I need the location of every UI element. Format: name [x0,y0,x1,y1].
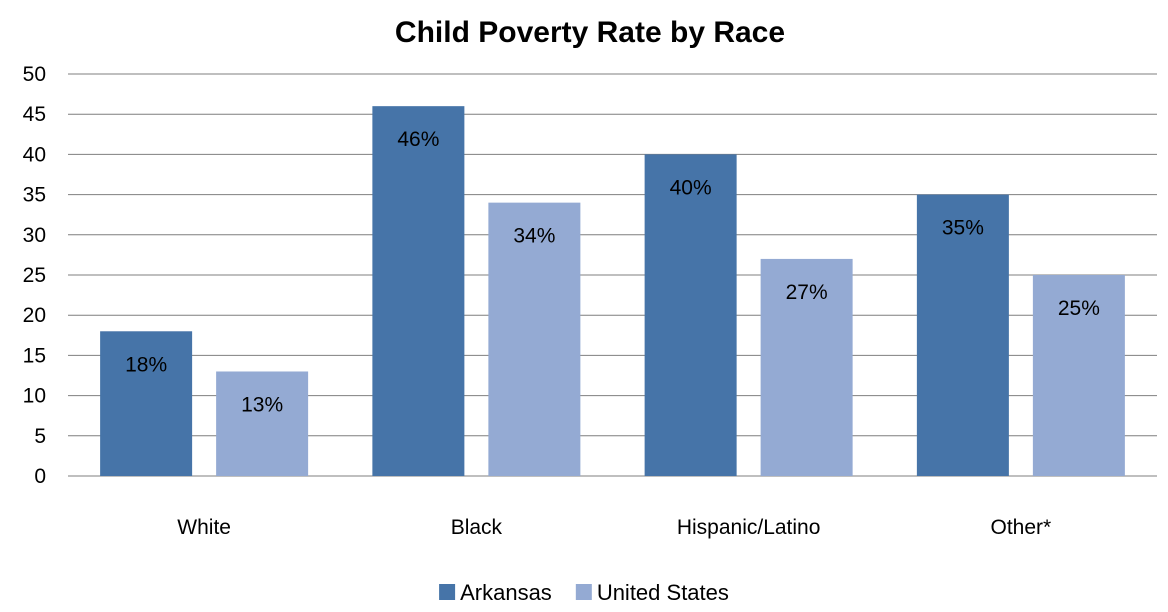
x-category-label: Black [451,516,503,539]
legend: Arkansas United States [439,580,729,605]
y-tick-label: 20 [23,304,46,327]
y-tick-label: 5 [34,425,46,448]
y-tick-label: 40 [23,143,46,166]
y-tick-label: 45 [23,103,46,126]
data-label: 13% [241,393,283,416]
data-label: 46% [397,128,439,151]
bar-united-states-hispanic-latino [760,258,853,476]
data-labels: 18% 13% 46% 34% 40% 27% 35% 25% [125,128,1100,416]
legend-item: United States [575,580,729,605]
legend-item: Arkansas [439,580,552,605]
x-category-label: White [177,516,231,539]
data-label: 35% [942,217,984,240]
y-tick-label: 10 [23,385,46,408]
legend-swatch [575,584,592,600]
x-category-label: Other* [991,516,1052,539]
bar-arkansas-white [100,331,193,476]
y-tick-label: 0 [34,465,46,488]
legend-label: Arkansas [460,580,552,605]
y-tick-label: 35 [23,184,46,207]
x-category-label: Hispanic/Latino [677,516,821,539]
bar-united-states-black [488,202,581,476]
legend-label: United States [597,580,729,605]
y-tick-label: 15 [23,344,46,367]
x-axis-categories: White Black Hispanic/Latino Other* [177,516,1051,539]
y-axis-ticks: 0 5 10 15 20 25 30 35 40 45 50 [23,63,46,488]
bars [100,106,1125,476]
y-tick-label: 25 [23,264,46,287]
y-tick-label: 30 [23,224,46,247]
data-label: 18% [125,353,167,376]
data-label: 25% [1058,297,1100,320]
bar-united-states-white [216,371,309,476]
data-label: 34% [513,225,555,248]
data-label: 27% [786,281,828,304]
bar-united-states-other- [1032,275,1125,476]
bar-arkansas-black [372,106,465,476]
bar-arkansas-hispanic-latino [644,154,737,476]
chart-title: Child Poverty Rate by Race [395,16,785,49]
legend-swatch [439,584,456,600]
bar-arkansas-other- [916,194,1009,476]
data-label: 40% [670,176,712,199]
y-tick-label: 50 [23,63,46,86]
